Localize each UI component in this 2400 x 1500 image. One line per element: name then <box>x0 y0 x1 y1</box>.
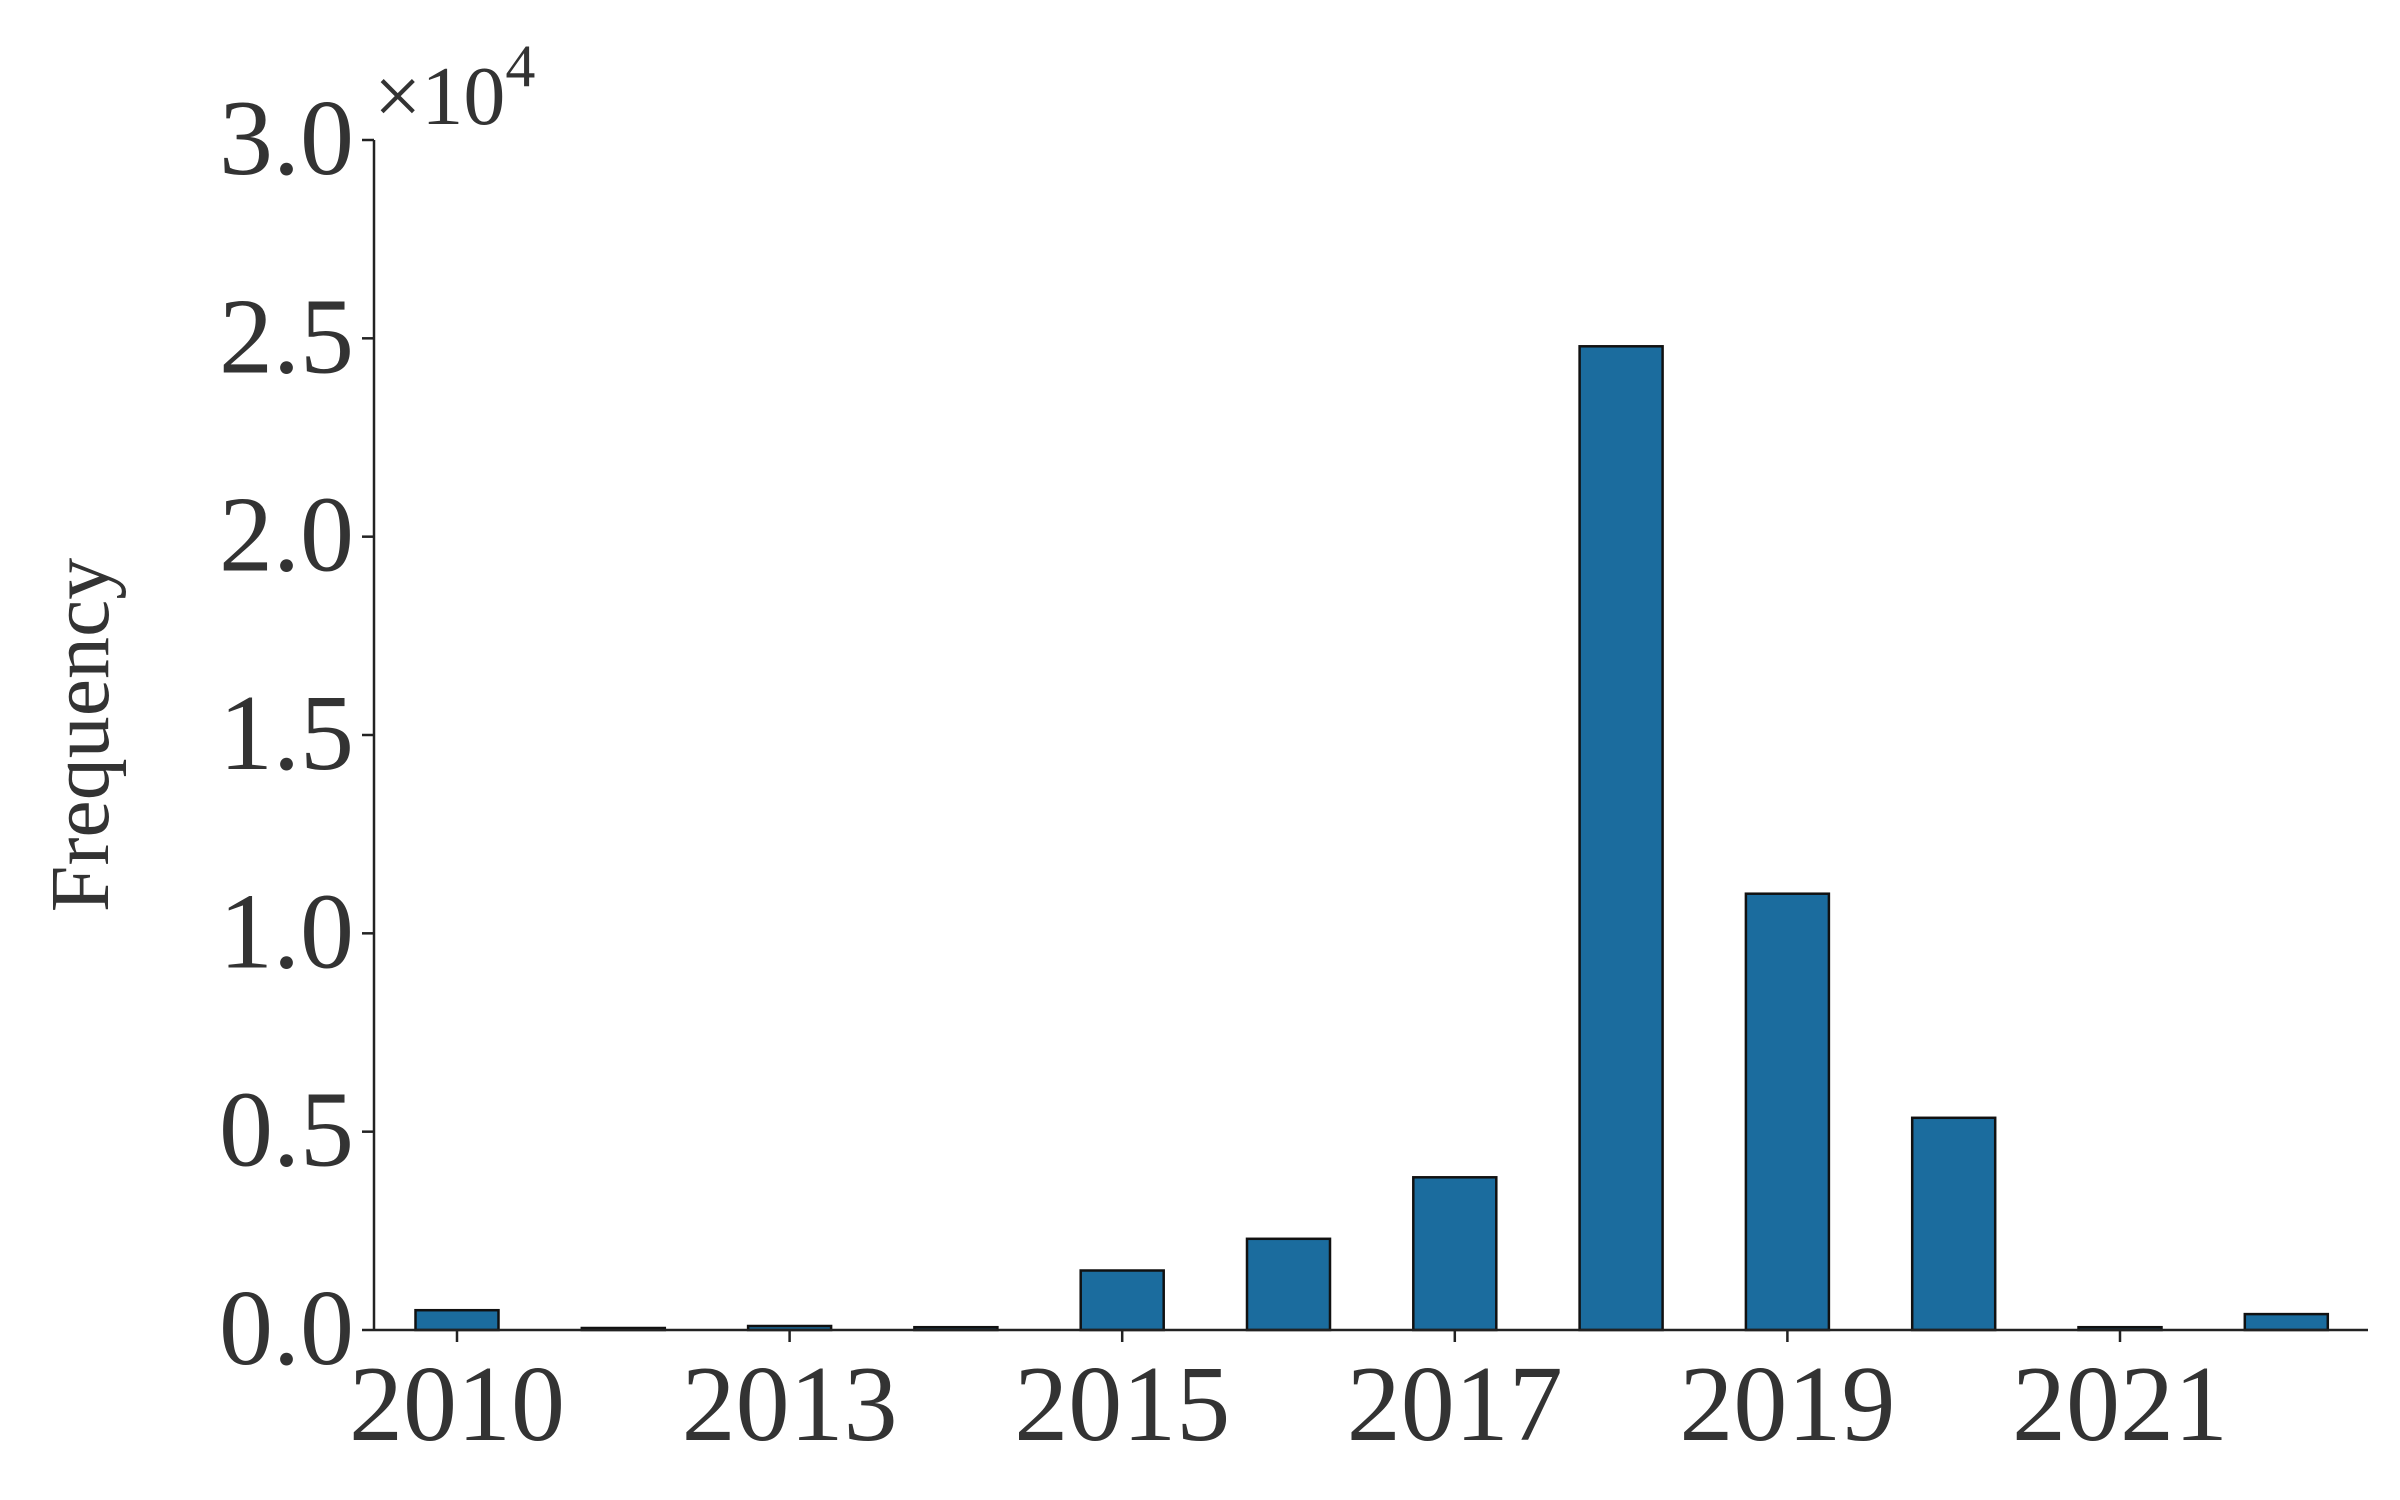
bar-2015 <box>1079 1269 1165 1332</box>
bar-2019 <box>1744 892 1831 1332</box>
y-tick-label: 1.5 <box>219 674 354 793</box>
y-scale-multiplier: ×104 <box>374 33 535 143</box>
y-tick-label: 0.5 <box>219 1071 354 1190</box>
x-tick-label: 2017 <box>1347 1345 1563 1464</box>
bar-2016 <box>1245 1237 1332 1332</box>
y-tick-label: 3.0 <box>219 79 354 198</box>
x-tick-label: 2010 <box>349 1345 565 1464</box>
x-tick-label: 2013 <box>682 1345 898 1464</box>
x-tick-label: 2021 <box>2012 1345 2228 1464</box>
y-tick-label: 1.0 <box>219 872 354 991</box>
x-tick-label: 2015 <box>1014 1345 1230 1464</box>
x-axis-ticks: 2010 2013 2015 2017 2019 2021 <box>349 1330 2228 1464</box>
bars-group <box>414 345 2330 1332</box>
x-tick-label: 2019 <box>1679 1345 1895 1464</box>
scale-exponent: 4 <box>505 33 535 99</box>
scale-label: ×10 <box>374 50 505 143</box>
y-tick-label: 2.5 <box>219 277 354 396</box>
bar-2022 <box>2243 1312 2330 1332</box>
bar-2020 <box>1910 1116 1997 1332</box>
bar-2017 <box>1412 1176 1498 1332</box>
y-tick-label: 0.0 <box>219 1269 354 1388</box>
bar-2010 <box>414 1308 500 1332</box>
y-axis-label: Frequency <box>34 558 127 913</box>
y-axis-ticks: 0.0 0.5 1.0 1.5 2.0 2.5 3.0 <box>219 79 374 1388</box>
bar-2018 <box>1578 345 1664 1332</box>
y-tick-label: 2.0 <box>219 476 354 595</box>
